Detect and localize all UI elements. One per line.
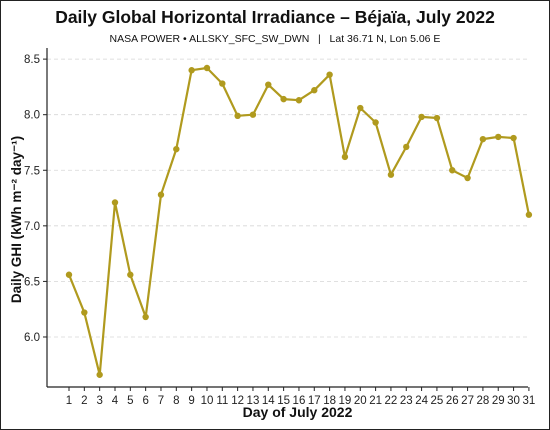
data-point bbox=[433, 114, 441, 122]
x-tick-label: 13 bbox=[247, 395, 260, 407]
y-tick-label: 7.0 bbox=[24, 221, 40, 233]
data-point bbox=[525, 211, 533, 218]
data-point bbox=[173, 145, 180, 153]
x-tick-label: 7 bbox=[158, 395, 164, 407]
x-tick-label: 21 bbox=[369, 395, 382, 407]
data-point bbox=[265, 81, 272, 88]
data-point bbox=[188, 67, 195, 74]
data-point bbox=[479, 135, 487, 143]
data-point bbox=[372, 119, 379, 126]
data-point bbox=[341, 153, 349, 161]
data-point bbox=[157, 191, 165, 198]
x-axis-label: Day of July 2022 bbox=[243, 404, 353, 420]
x-tick-label: 1 bbox=[66, 395, 72, 407]
x-tick-label: 2 bbox=[81, 395, 87, 407]
data-point bbox=[464, 174, 471, 182]
data-point bbox=[249, 111, 257, 118]
data-point bbox=[96, 371, 103, 378]
x-tick-label: 14 bbox=[262, 395, 275, 407]
x-tick-label: 24 bbox=[415, 395, 428, 407]
chart-subtitle: NASA POWER • ALLSKY_SFC_SW_DWN | Lat 36.… bbox=[109, 33, 441, 45]
x-tick-label: 25 bbox=[431, 395, 444, 407]
x-tick-label: 20 bbox=[354, 395, 367, 407]
series-line bbox=[67, 66, 530, 376]
chart-title: Daily Global Horizontal Irradiance – Béj… bbox=[55, 7, 495, 27]
y-tick-label: 7.5 bbox=[24, 165, 40, 177]
data-point bbox=[495, 133, 502, 141]
x-tick-label: 11 bbox=[216, 395, 228, 407]
y-tick-label: 6.5 bbox=[24, 276, 40, 288]
data-point bbox=[111, 199, 119, 206]
data-point bbox=[418, 113, 425, 121]
data-point bbox=[142, 313, 149, 321]
x-tick-label: 8 bbox=[173, 395, 179, 407]
x-tick-label: 18 bbox=[323, 395, 336, 407]
x-tick-label: 28 bbox=[477, 395, 490, 407]
x-tick-label: 19 bbox=[339, 395, 352, 407]
data-point bbox=[449, 167, 456, 174]
y-tick-label: 8.0 bbox=[24, 110, 40, 122]
x-tick-label: 5 bbox=[127, 395, 133, 407]
x-tick-label: 31 bbox=[523, 395, 536, 407]
data-point bbox=[127, 271, 134, 278]
x-tick-label: 4 bbox=[112, 395, 119, 407]
data-point bbox=[234, 112, 241, 120]
y-tick-label: 8.5 bbox=[24, 54, 40, 66]
data-point bbox=[387, 171, 395, 178]
x-tick-label: 26 bbox=[446, 395, 459, 407]
x-tick-label: 16 bbox=[293, 395, 306, 407]
data-point bbox=[65, 271, 73, 278]
x-tick-label: 27 bbox=[461, 395, 474, 407]
data-point bbox=[219, 80, 226, 87]
x-tick-label: 22 bbox=[385, 395, 398, 407]
x-tick-label: 10 bbox=[201, 395, 214, 407]
data-point bbox=[280, 95, 287, 103]
data-point bbox=[357, 104, 364, 112]
x-tick-label: 15 bbox=[277, 395, 290, 407]
y-axis-label: Daily GHI (kWh m⁻² day⁻¹) bbox=[9, 136, 24, 303]
data-point bbox=[326, 71, 333, 78]
data-point bbox=[203, 64, 211, 72]
x-tick-label: 17 bbox=[308, 395, 321, 407]
x-tick-label: 12 bbox=[231, 395, 244, 407]
data-point bbox=[403, 143, 410, 151]
data-point bbox=[295, 97, 303, 104]
x-tick-label: 23 bbox=[400, 395, 413, 407]
grid-lines bbox=[47, 58, 528, 338]
x-tick-label: 9 bbox=[188, 395, 194, 407]
data-point bbox=[311, 87, 318, 94]
data-points bbox=[65, 64, 533, 378]
y-axis-ticks: 6.0 6.5 7.0 7.5 8.0 8.5 bbox=[24, 54, 47, 344]
data-point bbox=[510, 134, 517, 142]
x-tick-label: 30 bbox=[507, 395, 520, 407]
x-tick-label: 29 bbox=[492, 395, 505, 407]
x-tick-label: 3 bbox=[96, 395, 102, 407]
y-tick-label: 6.0 bbox=[24, 332, 40, 344]
data-point bbox=[81, 309, 88, 316]
x-axis-ticks: 1 2 3 4 5 6 7 8 9 10 11 12 13 14 15 16 17 18 19 20 21 22 23 24 2… bbox=[66, 387, 536, 407]
x-tick-label: 6 bbox=[142, 395, 148, 407]
